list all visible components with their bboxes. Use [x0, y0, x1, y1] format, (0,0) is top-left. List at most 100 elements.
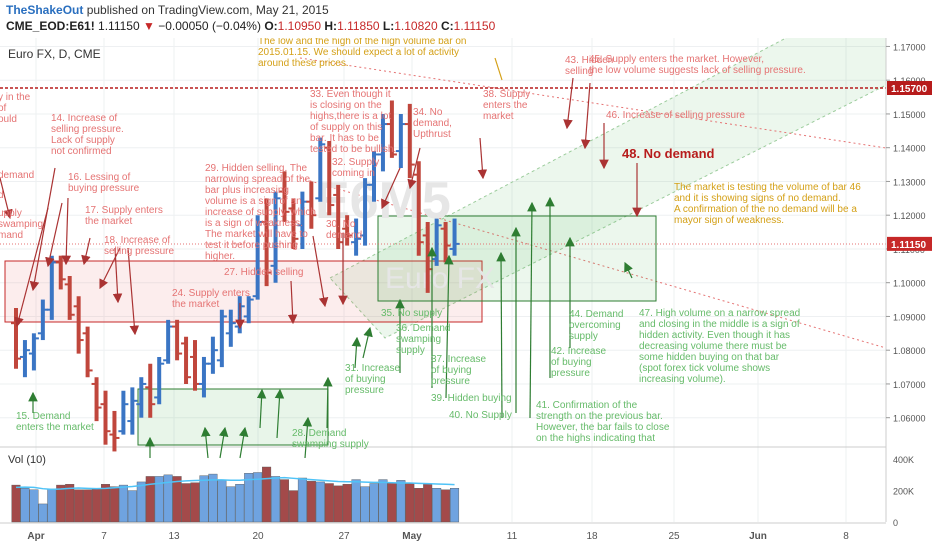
- annotation-a32: 32. Supply coming in: [332, 157, 379, 179]
- supply-zone-box[interactable]: [4, 260, 483, 323]
- annotation-line: of supply on this: [310, 122, 382, 133]
- last-price: 1.11150: [98, 19, 140, 33]
- annotation-a46: 46. Increase of selling pressure: [606, 110, 745, 121]
- volume-tick-label: 200K: [893, 487, 914, 497]
- date-tick-label: 8: [843, 531, 849, 542]
- volume-bar: [47, 488, 57, 523]
- candle: [154, 356, 165, 405]
- watermark-name: Euro FX: [385, 262, 495, 295]
- volume-bar: [127, 490, 137, 523]
- candle: [145, 363, 156, 418]
- volume-bar: [154, 476, 164, 523]
- down-trend-line-lower[interactable]: [299, 177, 887, 349]
- annotation-line: 34. No: [413, 107, 443, 118]
- publish-line: TheShakeOut published on TradingView.com…: [6, 3, 329, 17]
- candle: [288, 198, 299, 249]
- volume-bar: [387, 482, 397, 523]
- annotation-a42: 42. Increase of buying pressure: [551, 346, 606, 379]
- price-tick-label: 1.07000: [893, 380, 926, 390]
- annotation-line: Lack of supply: [51, 135, 115, 146]
- volume-bar: [369, 483, 379, 523]
- annotation-line: (spot forex tick volume shows: [639, 363, 770, 374]
- annotation-line: on the highs indicating that: [536, 433, 655, 444]
- annotation-line: swamping supply: [292, 439, 369, 450]
- candle: [207, 336, 218, 374]
- annotation-line: 29. Hidden selling. The: [205, 163, 308, 174]
- price-tick-label: 1.13000: [893, 177, 926, 187]
- annotation-line: The market is testing the volume of bar …: [674, 182, 861, 193]
- down-trend-line-upper[interactable]: [299, 57, 887, 149]
- candle: [100, 390, 111, 445]
- annotation-line: 27. Hidden selling: [224, 267, 304, 278]
- date-tick-label: 7: [101, 531, 107, 542]
- annotation-line: 48. No demand: [622, 146, 715, 161]
- annotation-line: selling pressure.: [51, 124, 124, 135]
- annotation-line: 42. Increase: [551, 346, 606, 357]
- candle: [324, 140, 335, 216]
- candle: [109, 410, 120, 452]
- close-value: 1.11150: [453, 19, 496, 33]
- price-tick-label: 1.08000: [893, 346, 926, 356]
- annotation-line: some hidden buying on that bar: [639, 352, 780, 363]
- volume-bar: [56, 484, 66, 523]
- demand-zone-box[interactable]: [137, 388, 329, 446]
- annotation-a33: 33. Even though it is closing on the highs…: [310, 89, 396, 155]
- annotation-a24: 24. Supply enters the market: [172, 288, 250, 310]
- change-value: −0.00050 (−0.04%): [158, 19, 261, 33]
- annotation-line: 18. Increase of: [104, 235, 170, 246]
- annotation-a48: 48. No demand: [622, 146, 715, 161]
- volume-bar: [20, 488, 30, 523]
- annotation-a45: 45. Supply enters the market. However, th…: [589, 54, 806, 76]
- annotation-line: 32. Supply: [332, 157, 379, 168]
- annotation-line: Upthrust: [413, 129, 451, 140]
- annotation-line: coming in: [332, 168, 375, 179]
- volume-bar: [333, 485, 343, 523]
- level-pointer: [494, 57, 503, 81]
- volume-tick-label: 0: [893, 518, 898, 528]
- candle: [413, 161, 424, 256]
- brand-link[interactable]: TheShakeOut: [6, 3, 84, 17]
- annotation-line: 35. No supply: [381, 308, 442, 319]
- candle: [181, 336, 192, 384]
- candle: [64, 275, 75, 320]
- volume-bar: [92, 488, 102, 523]
- open-label: O:: [264, 19, 278, 33]
- annotation-line: overcoming: [569, 320, 621, 331]
- annotation-line: However, the bar fails to close: [536, 422, 670, 433]
- price-tick-label: 1.12000: [893, 211, 926, 221]
- chart-header: TheShakeOut published on TradingView.com…: [0, 0, 932, 38]
- supply-arrow: [0, 177, 13, 220]
- annotation-line: demand: [326, 230, 362, 241]
- volume-bar: [163, 474, 173, 523]
- candle: [19, 340, 30, 378]
- annotation-line: 2015.01.15. We should expect a lot of ac…: [258, 47, 459, 58]
- chart-title: Euro FX, D, CME: [8, 47, 101, 61]
- candle: [91, 377, 102, 422]
- annotation-a16: 16. Lessing of buying pressure: [68, 172, 140, 194]
- annotation-line: mayor sign of weakness.: [674, 215, 784, 226]
- volume-bar: [280, 479, 290, 523]
- candle: [342, 215, 353, 246]
- annotation-a0: y in the of ould: [0, 92, 31, 125]
- annotation-line: pressure: [431, 376, 470, 387]
- volume-bar: [136, 481, 146, 523]
- supply-arrow: [580, 82, 591, 150]
- annotation-line: and closing in the middle is a sign of: [639, 319, 800, 330]
- level-price-label: 1.15700: [891, 84, 928, 95]
- supply-arrow: [563, 77, 574, 130]
- annotation-a30: 30. No demand: [326, 219, 362, 241]
- down-arrow-icon: ▼: [142, 19, 155, 33]
- volume-bar: [208, 473, 218, 523]
- volume-bar: [11, 484, 21, 523]
- demand-arrow: [256, 388, 267, 429]
- annotation-line: selling: [565, 66, 593, 77]
- candle: [73, 296, 84, 354]
- volume-bar: [118, 484, 128, 523]
- candle: [449, 218, 460, 256]
- annotation-a44: 44. Demand overcoming supply: [569, 309, 623, 342]
- annotation-line: bar. It has to be: [310, 133, 379, 144]
- date-tick-label: 27: [338, 531, 350, 542]
- annotation-line: 17. Supply enters: [85, 205, 163, 216]
- supply-arrow: [112, 247, 123, 304]
